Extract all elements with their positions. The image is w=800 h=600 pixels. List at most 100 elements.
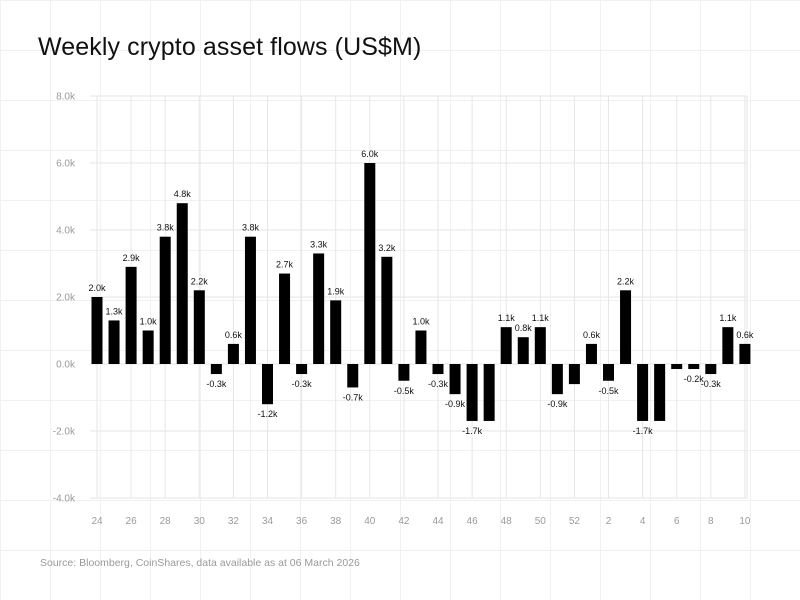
x-tick-label: 40 [364,516,376,527]
data-label: 1.0k [140,317,158,327]
x-tick-label: 34 [262,516,274,527]
bar [142,330,154,364]
bar [313,253,325,364]
data-label: 3.8k [242,223,260,233]
data-label: -0.9k [445,399,466,409]
bar [398,364,410,381]
bar [296,364,308,375]
data-label: -0.7k [343,392,364,402]
data-label: 0.6k [583,330,601,340]
data-label: 2.2k [617,276,635,286]
bar [432,364,444,375]
bar [176,203,188,364]
data-label: 3.8k [157,223,175,233]
data-label: -1.2k [257,409,278,419]
data-label: 1.1k [719,313,737,323]
bar [449,364,461,395]
bar [568,364,580,385]
data-label: -0.2k [684,374,705,384]
data-label: -0.9k [547,399,568,409]
x-tick-label: 36 [296,516,308,527]
chart-gridlines [90,95,748,499]
bar [330,300,342,364]
bar [381,256,393,364]
bar [415,330,427,364]
data-label: -0.5k [394,386,415,396]
data-label: 6.0k [361,149,379,159]
data-label: -0.3k [701,379,722,389]
data-label: 0.6k [736,330,754,340]
data-label: 0.8k [515,323,533,333]
x-tick-label: 30 [194,516,206,527]
y-tick-label: -2.0k [53,427,76,438]
data-label: 3.3k [310,239,328,249]
bar [91,297,103,364]
bar [620,290,632,364]
data-label: -1.7k [462,426,483,436]
y-tick-label: 4.0k [56,226,76,237]
y-tick-label: 0.0k [56,360,76,371]
y-tick-label: 6.0k [56,159,76,170]
x-tick-label: 42 [398,516,410,527]
source-note: Source: Bloomberg, CoinShares, data avai… [40,557,360,569]
data-label: 1.3k [106,306,124,316]
bar [364,163,376,364]
bar [671,364,683,370]
x-tick-label: 38 [330,516,342,527]
x-tick-label: 46 [467,516,479,527]
data-label: -1.7k [633,426,654,436]
data-label: 1.1k [498,313,516,323]
x-tick-label: 2 [606,516,612,527]
x-tick-label: 10 [739,516,751,527]
bar [227,343,239,364]
bar [585,343,597,364]
bar [739,343,751,364]
x-tick-label: 24 [91,516,103,527]
bar [347,364,359,388]
bar [262,364,273,405]
bar [125,266,137,364]
chart-bars [91,163,751,421]
x-tick-label: 28 [160,516,172,527]
data-label: 3.2k [378,243,396,253]
bar [688,364,700,370]
x-tick-label: 4 [640,516,646,527]
chart-data-labels: 2.0k 1.3k 2.9k 1.0k 3.8k 4.8k 2.2k -0.3k 0.6k 3.8… [88,149,753,436]
chart-title: Weekly crypto asset flows (US$M) [38,33,422,61]
bar [210,364,222,375]
bar [466,364,478,421]
x-tick-label: 26 [126,516,138,527]
data-label: 2.2k [191,276,209,286]
bar [159,236,171,364]
x-tick-label: 6 [674,516,680,527]
bar [722,327,734,364]
x-tick-label: 44 [432,516,444,527]
y-tick-label: 2.0k [56,293,76,304]
y-tick-label: 8.0k [56,92,76,103]
data-label: 2.0k [88,283,106,293]
bar [517,337,529,364]
y-tick-label: -4.0k [53,494,76,505]
data-label: 4.8k [174,189,192,199]
bar [603,364,614,381]
bar [534,327,546,364]
x-tick-label: 32 [228,516,240,527]
x-tick-label: 52 [569,516,581,527]
x-tick-label: 50 [535,516,547,527]
data-label: -0.3k [292,379,313,389]
data-label: 1.9k [327,286,345,296]
bar [108,320,120,364]
data-label: 2.7k [276,260,294,270]
data-label: 1.0k [412,317,430,327]
data-label: -0.3k [206,379,227,389]
bar [193,290,205,364]
x-tick-label: 8 [708,516,714,527]
bar [279,273,291,364]
x-tick-label: 48 [501,516,513,527]
bar [483,364,495,421]
data-label: 2.9k [123,253,141,263]
data-label: -0.3k [428,379,449,389]
bar [637,364,649,421]
